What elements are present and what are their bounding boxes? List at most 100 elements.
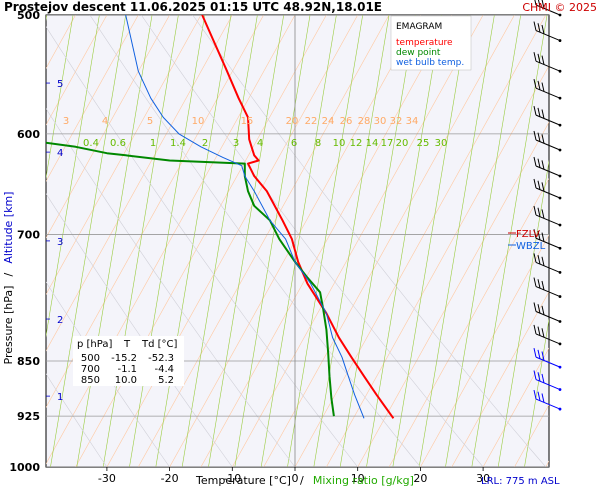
adiabat-label: 24	[322, 116, 335, 127]
isotherm-line	[200, 15, 453, 467]
dry-adiabat	[46, 26, 358, 467]
isotherm-line	[75, 15, 327, 467]
mixing-ratio-line	[102, 15, 179, 467]
y-label-sep: /	[2, 272, 15, 276]
temp-tick-label: 0	[292, 472, 299, 485]
wind-barb	[533, 156, 562, 178]
mixing-ratio-line	[46, 15, 74, 180]
pressure-tick-label: 850	[17, 355, 40, 368]
wind-barb	[533, 253, 562, 274]
isotherm-line	[46, 15, 264, 408]
mixing-ratio-label: 2	[202, 138, 208, 149]
wind-barb	[533, 178, 562, 200]
wind-barb	[533, 21, 562, 42]
wind-barb	[533, 130, 562, 152]
adiabat-label: 26	[340, 116, 353, 127]
altitude-tick-label: 5	[57, 79, 63, 90]
table-cell-t: -15.2	[111, 353, 137, 364]
adiabat-label: 10	[192, 116, 205, 127]
legend-dew-point: dew point	[396, 48, 441, 58]
wind-barb	[533, 229, 562, 250]
mixing-ratio-label: 14	[366, 138, 379, 149]
x-label-sep: /	[300, 474, 304, 487]
wind-barb	[533, 302, 562, 323]
x-label-mix: Mixing ratio [g/kg]	[313, 474, 414, 487]
mixing-ratio-line	[208, 15, 285, 467]
mixing-ratio-label: 6	[291, 138, 297, 149]
altitude-tick-label: 3	[57, 237, 63, 248]
adiabat-label: 28	[358, 116, 371, 127]
wind-barb	[533, 79, 562, 100]
mixing-ratio-label: 4	[257, 138, 263, 149]
mixing-ratio-line	[524, 317, 549, 467]
mixing-ratio-line	[418, 15, 495, 467]
mixing-ratio-line	[234, 15, 311, 467]
wind-barb	[533, 106, 562, 127]
temp-tick-label: -10	[223, 472, 241, 485]
pressure-tick-label: 1000	[9, 461, 40, 474]
mixing-ratio-line	[445, 15, 522, 467]
dry-adiabat	[46, 373, 108, 467]
isotherm-line	[326, 65, 549, 467]
dry-adiabat	[141, 15, 484, 467]
isotherm-line	[545, 460, 549, 467]
temp-tick-label: 10	[351, 472, 365, 485]
legend-title: EMAGRAM	[396, 22, 442, 32]
mixing-ratio-line	[471, 15, 548, 467]
table-cell-td: 5.2	[158, 375, 174, 386]
altitude-tick-label: 4	[57, 148, 63, 159]
grid-lines	[46, 15, 549, 467]
mixing-ratio-label: 1.4	[170, 138, 186, 149]
isotherm-line	[137, 15, 390, 467]
wbzl-label: WBZL	[516, 241, 546, 252]
data-table: p [hPa] T Td [°C] 500 -15.2 -52.3 700 -1.1 -4…	[73, 336, 184, 386]
series-temperature	[201, 15, 395, 419]
isotherm-line	[46, 15, 139, 182]
mixing-ratio-line	[50, 15, 127, 467]
wind-barb	[533, 277, 562, 298]
mixing-ratio-label: 30	[435, 138, 448, 149]
pressure-tick-label: 500	[17, 9, 40, 22]
mixing-ratio-line	[313, 15, 390, 467]
table-header-t: T	[123, 339, 131, 350]
dry-adiabat	[89, 15, 421, 467]
isotherm-line	[451, 291, 549, 467]
mixing-ratio-line	[76, 15, 153, 467]
dry-adiabat	[192, 15, 547, 467]
lrl-label: LRL: 775 m ASL	[481, 476, 560, 487]
dry-adiabat	[46, 193, 233, 467]
adiabat-label: 34	[406, 116, 419, 127]
mixing-ratio-line	[392, 15, 469, 467]
isotherm-line	[106, 15, 358, 467]
isotherm-line	[420, 234, 549, 467]
table-header-p: p [hPa]	[77, 339, 112, 350]
isotherm-line	[388, 178, 549, 467]
pressure-tick-label: 700	[17, 228, 40, 241]
wind-barb	[533, 324, 562, 346]
svg-text:Pressure [hPa] / A: Pressure [hPa] / Altitude [km]	[0, 192, 16, 365]
isotherm-line	[232, 15, 484, 467]
dry-adiabat	[46, 108, 296, 467]
temp-tick-label: -30	[98, 472, 116, 485]
wind-barb	[534, 0, 562, 17]
chart-title: Prostejov descent 11.06.2025 01:15 UTC 4…	[4, 0, 382, 14]
profile-lines	[46, 15, 395, 419]
adiabat-label: 30	[374, 116, 387, 127]
mixing-ratio-label: 25	[417, 138, 430, 149]
adiabat-label: 4	[102, 116, 108, 127]
mixing-ratio-label: 3	[233, 138, 239, 149]
table-cell-t: 10.0	[115, 375, 137, 386]
table-cell-t: -1.1	[117, 364, 137, 375]
y-axis-title: Pressure [hPa] / Altitude [km]	[0, 192, 16, 365]
adiabat-label: 32	[390, 116, 403, 127]
mixing-ratio-line	[366, 15, 443, 467]
wind-barb	[533, 52, 562, 73]
pressure-tick-label: 925	[17, 410, 40, 423]
x-label-temp: Temperature [°C]	[195, 474, 291, 487]
mixing-ratio-label: 12	[350, 138, 363, 149]
isotherm-line	[482, 347, 549, 467]
isotherm-line	[46, 15, 233, 352]
dry-adiabat	[46, 281, 170, 467]
series-wet-bulb-temp-	[125, 15, 365, 419]
